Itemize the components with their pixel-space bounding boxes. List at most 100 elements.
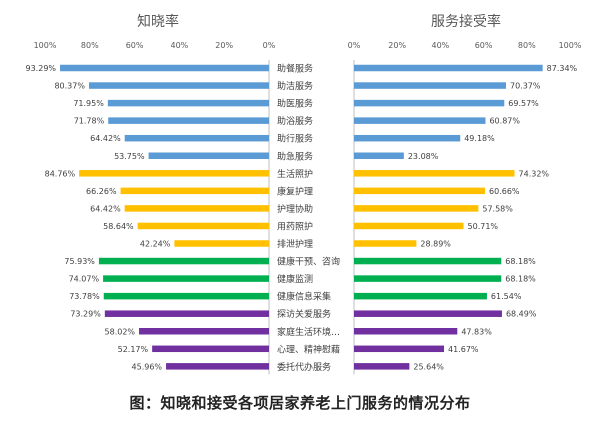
left-bar bbox=[124, 134, 269, 142]
chart-row: 助急服务 53.75% 23.08% bbox=[114, 150, 439, 162]
category-label: 康复护理 bbox=[277, 185, 313, 197]
right-bar bbox=[354, 134, 461, 142]
chart-row: 探访关爱服务 73.29% 68.49% bbox=[70, 308, 537, 320]
right-bar-data-label: 87.34% bbox=[547, 64, 578, 73]
category-label: 助医服务 bbox=[277, 98, 313, 110]
right-bar bbox=[354, 170, 515, 177]
chart-row: 助洁服务 80.37% 70.37% bbox=[54, 80, 540, 92]
left-bar bbox=[152, 345, 269, 353]
right-panel-title: 服务接受率 bbox=[431, 13, 501, 30]
right-bar-data-label: 41.67% bbox=[448, 345, 479, 354]
chart-row: 心理、精神慰藉 52.17% 41.67% bbox=[118, 343, 479, 355]
chart-row: 助餐服务 93.29% 87.34% bbox=[26, 63, 578, 75]
left-bar bbox=[139, 328, 269, 335]
right-bar-data-label: 60.66% bbox=[489, 187, 520, 196]
right-axis-tick-label: 80% bbox=[518, 41, 536, 50]
left-bar-data-label: 42.24% bbox=[140, 240, 171, 249]
category-label: 助浴服务 bbox=[277, 115, 313, 127]
chart-row: 助医服务 71.95% 69.57% bbox=[73, 98, 539, 110]
right-bar-data-label: 60.87% bbox=[489, 117, 520, 126]
left-bar-data-label: 58.02% bbox=[105, 327, 136, 336]
left-bar bbox=[148, 152, 269, 159]
left-bar-data-label: 80.37% bbox=[54, 82, 85, 91]
right-axis-tick-label: 40% bbox=[432, 41, 450, 50]
category-label: 助行服务 bbox=[277, 133, 313, 145]
left-bar bbox=[108, 117, 269, 124]
right-bar-data-label: 49.18% bbox=[464, 134, 495, 143]
left-bar bbox=[107, 99, 269, 107]
figure-caption: 图：知晓和接受各项居家养老上门服务的情况分布 bbox=[129, 394, 471, 412]
category-label: 护理协助 bbox=[277, 203, 313, 215]
axis-lines bbox=[268, 60, 355, 375]
right-bar bbox=[354, 117, 486, 124]
chart-row: 排泄护理 42.24% 28.89% bbox=[140, 238, 451, 250]
right-bar bbox=[354, 222, 464, 230]
left-bar bbox=[103, 292, 269, 300]
left-bar-data-label: 45.96% bbox=[132, 362, 163, 371]
right-bar-data-label: 74.32% bbox=[519, 169, 550, 178]
category-label: 健康干预、咨询 bbox=[277, 256, 340, 268]
chart-row: 用药照护 58.64% 50.71% bbox=[103, 220, 498, 232]
left-axis-tick-label: 100% bbox=[34, 41, 57, 50]
left-bar-data-label: 66.26% bbox=[86, 187, 117, 196]
right-bar-data-label: 68.18% bbox=[505, 257, 536, 266]
right-bar bbox=[354, 64, 543, 72]
category-label: 健康监测 bbox=[277, 273, 313, 285]
left-bar bbox=[124, 205, 269, 212]
chart-row: 健康干预、咨询 75.93% 68.18% bbox=[64, 256, 536, 268]
left-axis-ticks: 100% 80% 60% 40% 20% 0% bbox=[34, 41, 276, 50]
left-bar-data-label: 71.95% bbox=[73, 99, 104, 108]
chart-row: 生活照护 84.76% 74.32% bbox=[45, 168, 550, 180]
chart-row: 家庭生活环境… 58.02% 47.83% bbox=[105, 326, 493, 338]
left-bar-data-label: 71.78% bbox=[74, 117, 105, 126]
right-bar-data-label: 68.18% bbox=[505, 275, 536, 284]
right-axis-tick-label: 0% bbox=[348, 41, 361, 50]
right-bar-data-label: 68.49% bbox=[506, 310, 537, 319]
left-bar bbox=[104, 310, 269, 317]
category-label: 用药照护 bbox=[277, 220, 313, 232]
left-bar bbox=[88, 82, 270, 89]
category-label: 委托代办服务 bbox=[277, 361, 331, 373]
category-label: 助急服务 bbox=[277, 150, 313, 162]
right-bar bbox=[354, 310, 502, 317]
left-bar bbox=[174, 240, 269, 247]
left-bar bbox=[137, 222, 269, 230]
chart-row: 健康信息采集 73.78% 61.54% bbox=[69, 291, 522, 303]
left-bar-data-label: 74.07% bbox=[69, 275, 100, 284]
left-bar bbox=[98, 257, 269, 265]
chart-rows: 助餐服务 93.29% 87.34% 助洁服务 80.37% 70.37% 助医服务 71.9… bbox=[26, 63, 578, 373]
left-panel-title: 知晓率 bbox=[137, 13, 179, 30]
category-label: 助餐服务 bbox=[277, 63, 313, 75]
right-bar-data-label: 69.57% bbox=[508, 99, 539, 108]
chart-row: 助行服务 64.42% 49.18% bbox=[90, 133, 495, 145]
left-bar-data-label: 73.29% bbox=[70, 310, 101, 319]
chart-row: 健康监测 74.07% 68.18% bbox=[69, 273, 537, 285]
left-axis-tick-label: 80% bbox=[81, 41, 99, 50]
left-bar bbox=[60, 64, 270, 72]
left-bar bbox=[120, 187, 269, 195]
chart-row: 助浴服务 71.78% 60.87% bbox=[74, 115, 521, 127]
left-bar-data-label: 64.42% bbox=[90, 134, 121, 143]
left-bar-data-label: 52.17% bbox=[118, 345, 149, 354]
right-bar bbox=[354, 257, 502, 265]
right-bar bbox=[354, 82, 506, 89]
right-bar-data-label: 57.58% bbox=[482, 204, 513, 213]
right-axis-tick-label: 20% bbox=[388, 41, 406, 50]
left-axis-tick-label: 40% bbox=[171, 41, 189, 50]
left-bar bbox=[79, 170, 269, 177]
category-label: 生活照护 bbox=[277, 168, 313, 180]
left-axis-tick-label: 20% bbox=[215, 41, 233, 50]
left-bar-data-label: 84.76% bbox=[45, 169, 76, 178]
category-label: 探访关爱服务 bbox=[277, 308, 331, 320]
left-bar-data-label: 73.78% bbox=[69, 292, 100, 301]
left-bar-data-label: 53.75% bbox=[114, 152, 145, 161]
right-bar-data-label: 28.89% bbox=[420, 240, 451, 249]
right-bar-data-label: 47.83% bbox=[461, 327, 492, 336]
category-label: 助洁服务 bbox=[277, 80, 313, 92]
left-bar bbox=[166, 363, 269, 370]
right-axis-tick-label: 100% bbox=[559, 41, 582, 50]
left-bar-data-label: 58.64% bbox=[103, 222, 134, 231]
chart-row: 委托代办服务 45.96% 25.64% bbox=[132, 361, 445, 373]
right-bar-data-label: 70.37% bbox=[510, 82, 541, 91]
right-bar-data-label: 23.08% bbox=[408, 152, 439, 161]
